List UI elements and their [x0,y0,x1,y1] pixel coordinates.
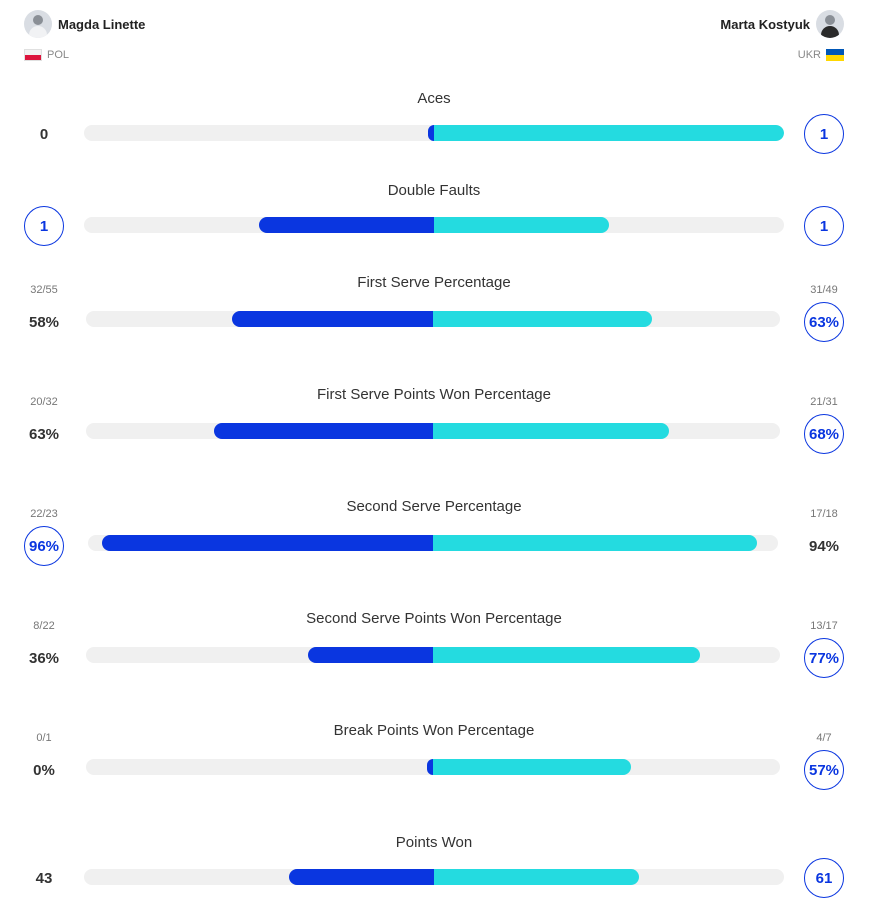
player-right-name[interactable]: Marta Kostyuk [720,16,810,32]
stat-value-right: 1 [804,206,844,246]
stat-title: First Serve Points Won Percentage [317,386,551,403]
country-left: POL [24,49,69,61]
stat-title: Aces [417,90,451,107]
stat-row: Points Won 43 61 [0,832,883,906]
stat-bar-track [86,311,780,327]
stat-title: First Serve Percentage [357,274,511,291]
stat-value-left: 1 [24,206,64,246]
stat-title: Second Serve Points Won Percentage [306,610,562,627]
player-right[interactable]: Marta Kostyuk [720,10,844,38]
stat-bar-left [101,535,433,551]
avatar-right[interactable] [816,10,844,38]
stat-bar-right [433,759,631,775]
stat-fraction-left: 20/32 [30,396,58,408]
country-right: UKR [798,49,844,61]
stat-bar-left [214,423,433,439]
stat-bar-right [433,311,652,327]
stat-value-right: 63% [804,302,844,342]
country-right-code: UKR [797,49,821,61]
stat-value-left: 58% [28,313,60,331]
stat-row: First Serve Percentage 32/55 58% 31/49 63% [0,272,883,362]
stat-row: Second Serve Points Won Percentage 8/22 36… [0,608,883,698]
stat-bar-right [434,869,640,885]
stat-bar-track [84,217,784,233]
stat-fraction-left: 32/55 [30,284,58,296]
stat-value-right: 77% [804,638,844,678]
stat-row: Second Serve Percentage 22/23 96% 17/18 94% [0,496,883,586]
stat-value-left: 43 [35,869,53,887]
stat-row: Break Points Won Percentage 0/1 0% 4/7 57% [0,720,883,810]
stat-bar-track [84,125,784,141]
stat-bar-left [231,311,433,327]
stat-bar-right [434,125,784,141]
ukraine-flag-icon [826,49,844,61]
stat-value-right: 68% [804,414,844,454]
stat-bar-right [433,423,669,439]
stat-fraction-right: 17/18 [810,508,838,520]
stat-bar-right [434,217,609,233]
stat-bar-track [84,869,784,885]
stat-bar-track [86,647,780,663]
stat-title: Points Won [395,834,473,851]
stat-bar-left [427,759,433,775]
stat-title: Break Points Won Percentage [333,722,535,739]
stat-value-left: 36% [28,649,60,667]
stat-bar-track [86,423,780,439]
player-left-name[interactable]: Magda Linette [58,16,146,32]
stat-bar-left [308,647,433,663]
stat-bar-right [433,647,701,663]
stat-fraction-left: 8/22 [33,620,55,632]
stat-value-left: 0 [39,125,49,143]
stat-fraction-right: 21/31 [810,396,838,408]
stat-row: First Serve Points Won Percentage 20/32 63… [0,384,883,474]
stat-fraction-right: 13/17 [810,620,838,632]
stat-row: Aces 0 1 [0,88,883,178]
stat-value-left: 63% [28,425,60,443]
stat-value-left: 96% [24,526,64,566]
stat-bar-right [433,535,758,551]
stat-value-right: 57% [804,750,844,790]
stat-fraction-left: 22/23 [30,508,58,520]
stat-bar-track [86,759,780,775]
stat-fraction-right: 4/7 [816,732,832,744]
stat-value-right: 94% [808,537,840,555]
stat-fraction-left: 0/1 [36,732,52,744]
stat-bar-left [428,125,434,141]
country-left-code: POL [47,49,70,61]
stat-value-right: 61 [804,858,844,898]
stat-bar-left [289,869,434,885]
stat-fraction-right: 31/49 [810,284,838,296]
stat-value-right: 1 [804,114,844,154]
stat-row: Double Faults 1 1 [0,180,883,270]
stat-bar-left [259,217,434,233]
stat-value-left: 0% [33,761,55,779]
avatar-left[interactable] [24,10,52,38]
stat-title: Second Serve Percentage [346,498,522,515]
poland-flag-icon [24,49,42,61]
stat-title: Double Faults [387,182,481,199]
player-left[interactable]: Magda Linette [24,10,145,38]
stat-bar-track [88,535,778,551]
